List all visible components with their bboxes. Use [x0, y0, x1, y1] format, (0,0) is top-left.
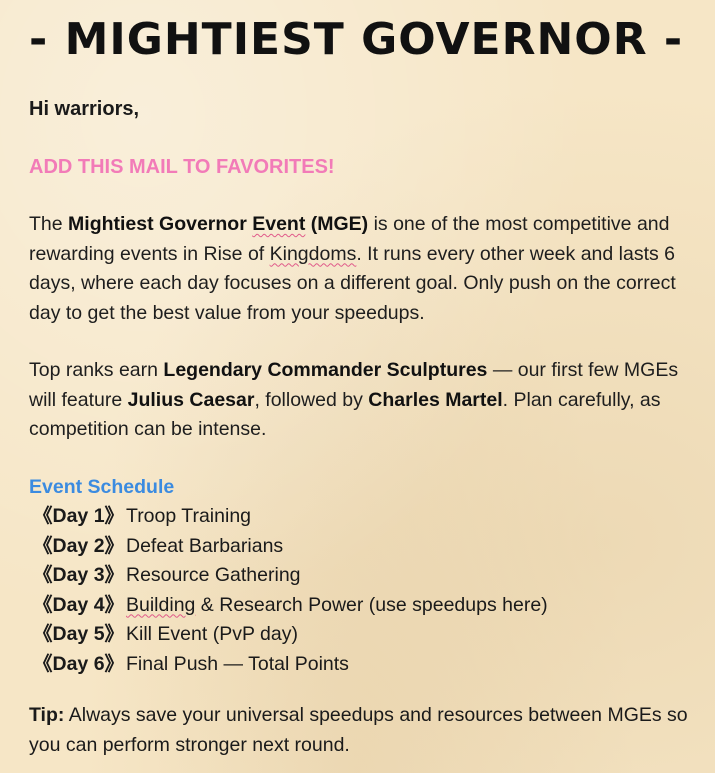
day-goal: Kill Event (PvP day) [126, 623, 298, 645]
rewards-text: — our first few MGEs will feature [29, 359, 679, 411]
mail-body: - MIGHTIEST GOVERNOR - Hi warriors, ADD … [29, 0, 709, 760]
schedule-list: 《Day 1》 Troop Training 《Day 2》 Defeat Barb… [29, 502, 709, 679]
intro-text: The [29, 213, 69, 235]
spellcheck-word: Event [252, 213, 306, 235]
tip-label: Tip: [29, 704, 65, 726]
day-goal: Troop Training [126, 505, 252, 527]
schedule-item: 《Day 3》 Resource Gathering [33, 561, 709, 591]
spellcheck-word: Building [126, 593, 196, 616]
schedule-heading: Event Schedule [29, 475, 175, 498]
commander-name: Charles Martel [368, 388, 503, 411]
schedule-item: 《Day 5》 Kill Event (PvP day) [33, 620, 709, 650]
day-tag: 《Day 1》 [33, 505, 125, 527]
commander-name: Julius Caesar [127, 388, 255, 411]
schedule-item: 《Day 4》 Building & Research Power (use sp… [33, 591, 709, 621]
game-name: Rise of [203, 242, 270, 265]
day-goal: Resource Gathering [126, 564, 301, 586]
event-name: Mightiest Governor Event (MGE) [68, 213, 369, 235]
favorite-notice: ADD THIS MAIL TO FAVORITES! [29, 156, 335, 178]
day-goal: Final Push — Total Points [126, 652, 349, 675]
schedule-item: 《Day 1》 Troop Training [33, 502, 709, 532]
day-tag: 《Day 6》 [33, 652, 125, 675]
mail-title: - MIGHTIEST GOVERNOR - [29, 14, 684, 65]
rewards-paragraph: Top ranks earn Legendary Commander Sculp… [29, 356, 709, 445]
schedule-item: 《Day 6》 Final Push — Total Points [33, 650, 709, 680]
intro-text: . It runs every other week and lasts 6 d… [29, 242, 676, 324]
day-goal: & Research Power (use speedups here) [195, 593, 548, 616]
day-tag: 《Day 3》 [33, 564, 125, 586]
day-goal: Defeat Barbarians [126, 534, 284, 557]
greeting: Hi warriors, [29, 98, 140, 120]
intro-paragraph: The Mightiest Governor Event (MGE) is on… [29, 210, 709, 328]
tip-paragraph: Tip: Always save your universal speedups… [29, 701, 709, 760]
reward-name: Legendary Commander Sculptures [163, 359, 488, 381]
day-tag: 《Day 4》 [33, 593, 125, 616]
day-tag: 《Day 2》 [33, 534, 125, 557]
intro-text: is one of the most competitive and rewar… [29, 213, 670, 265]
schedule-item: 《Day 2》 Defeat Barbarians [33, 532, 709, 562]
spellcheck-word: Kingdoms [269, 242, 357, 265]
rewards-text: Top ranks earn [29, 359, 164, 381]
rewards-text: , followed by [254, 388, 369, 411]
day-tag: 《Day 5》 [33, 623, 125, 645]
tip-text: Always save your universal speedups and … [29, 704, 688, 756]
rewards-text: . Plan carefully, as competition can be … [29, 388, 661, 441]
